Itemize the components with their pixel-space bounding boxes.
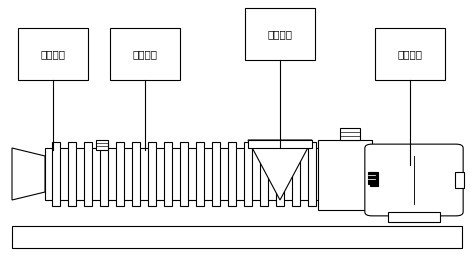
Bar [100, 142, 108, 206]
Bar [307, 142, 315, 206]
Bar [211, 142, 219, 206]
Bar [68, 142, 76, 206]
Text: 驱动系统: 驱动系统 [397, 49, 422, 59]
Bar [179, 142, 188, 206]
Bar [52, 142, 60, 206]
Bar [369, 172, 377, 186]
Bar [84, 142, 92, 206]
Bar [228, 142, 236, 206]
Text: 温控系统: 温控系统 [132, 49, 157, 59]
Bar [339, 128, 359, 140]
Bar [317, 140, 371, 210]
Text: 真空系统: 真空系统 [40, 49, 65, 59]
Bar [387, 212, 439, 222]
Bar [96, 140, 108, 150]
FancyBboxPatch shape [364, 144, 462, 216]
Bar [116, 142, 124, 206]
Bar [244, 142, 251, 206]
Polygon shape [248, 140, 311, 200]
Bar [259, 142, 268, 206]
Bar [196, 142, 204, 206]
Bar [276, 142, 283, 206]
Text: 喂料系统: 喂料系统 [267, 29, 292, 39]
Bar [132, 142, 140, 206]
Bar [248, 140, 311, 148]
Bar [291, 142, 299, 206]
Bar [110, 28, 179, 80]
Bar [454, 172, 463, 188]
Bar [18, 28, 88, 80]
Bar [12, 226, 461, 248]
Bar [374, 28, 444, 80]
Polygon shape [12, 148, 45, 200]
Bar [148, 142, 156, 206]
Bar [245, 8, 314, 60]
Bar [164, 142, 172, 206]
Bar [367, 172, 374, 184]
Bar [45, 148, 319, 200]
